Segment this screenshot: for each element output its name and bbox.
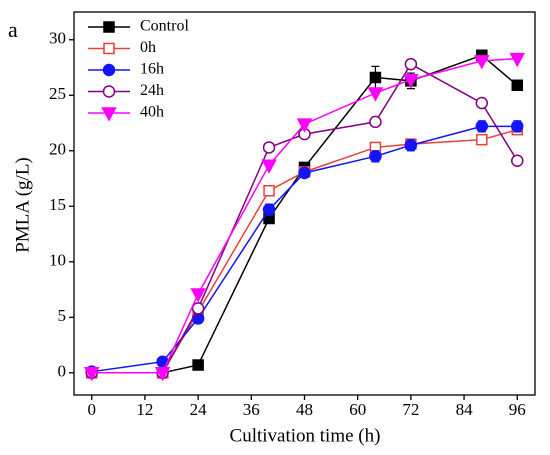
data-point xyxy=(263,184,275,197)
data-point xyxy=(475,96,489,110)
data-point xyxy=(261,159,277,174)
data-point xyxy=(511,79,524,92)
data-point xyxy=(190,288,206,303)
y-tick-label: 25 xyxy=(49,84,66,103)
x-tick-label: 60 xyxy=(349,400,366,419)
data-point xyxy=(509,52,526,68)
panel-label: a xyxy=(8,17,18,42)
data-point xyxy=(262,203,276,216)
y-tick-label: 20 xyxy=(49,140,66,159)
legend-marker xyxy=(102,85,116,98)
legend-label: 16h xyxy=(140,61,164,78)
data-point xyxy=(191,302,205,315)
x-tick-label: 36 xyxy=(243,400,260,419)
legend-marker xyxy=(103,21,115,33)
data-point xyxy=(369,150,382,163)
y-tick-label: 5 xyxy=(58,306,67,325)
legend-label: 24h xyxy=(140,82,164,99)
x-axis-label: Cultivation time (h) xyxy=(230,425,381,446)
legend-marker xyxy=(101,107,117,122)
y-tick-label: 15 xyxy=(49,195,66,214)
x-tick-label: 12 xyxy=(136,400,153,419)
data-point xyxy=(296,118,313,133)
x-tick-label: 24 xyxy=(190,400,208,419)
y-axis-label: PMLA (g/L) xyxy=(12,157,33,253)
data-point xyxy=(403,73,419,89)
x-tick-label: 84 xyxy=(456,400,474,419)
x-tick-label: 72 xyxy=(402,400,419,419)
data-point xyxy=(475,120,489,133)
y-tick-label: 0 xyxy=(58,362,67,381)
y-tick-label: 30 xyxy=(49,29,66,48)
data-point xyxy=(83,367,100,382)
data-point xyxy=(404,138,418,152)
legend-label: 0h xyxy=(140,39,156,56)
data-point xyxy=(298,166,311,180)
x-tick-label: 0 xyxy=(87,400,96,419)
data-point xyxy=(476,133,488,146)
x-tick-label: 96 xyxy=(509,400,526,419)
legend-marker xyxy=(102,63,116,77)
data-point xyxy=(511,154,524,168)
data-point xyxy=(192,359,204,371)
legend-label: Control xyxy=(140,18,189,35)
data-point xyxy=(369,71,382,84)
data-point xyxy=(367,87,384,102)
data-point xyxy=(154,367,171,382)
data-point xyxy=(404,57,418,71)
legend-label: 40h xyxy=(140,104,164,121)
legend-marker xyxy=(103,42,115,55)
data-point xyxy=(511,120,524,133)
data-point xyxy=(262,141,276,154)
data-point xyxy=(474,55,490,70)
x-tick-label: 48 xyxy=(296,400,313,419)
data-point xyxy=(369,115,382,129)
y-tick-label: 10 xyxy=(49,251,66,270)
